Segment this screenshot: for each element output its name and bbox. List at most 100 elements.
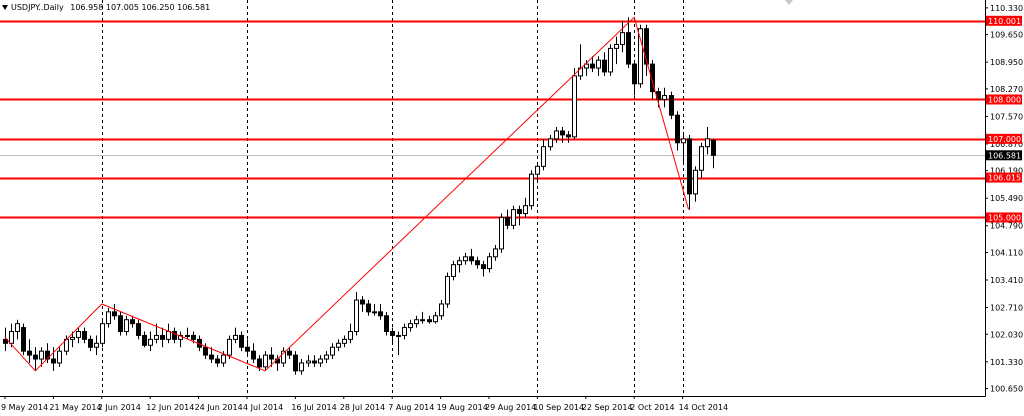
- level-label: 105.000: [988, 213, 1021, 222]
- candle-body: [106, 311, 111, 325]
- candle-body: [330, 346, 335, 356]
- ohlc-readout: 106.958 107.005 106.250 106.581: [70, 3, 211, 12]
- candle-body: [112, 311, 117, 317]
- candle-body: [354, 299, 359, 333]
- candle-body: [191, 334, 196, 340]
- level-label-box: [986, 212, 1022, 223]
- candle-body: [142, 334, 147, 346]
- candle-body: [481, 264, 486, 270]
- shift-marker-icon: [785, 0, 793, 5]
- y-tick-label: 100.650: [990, 385, 1023, 394]
- x-tick-label: 2 Oct 2014: [630, 403, 674, 412]
- candle-body: [433, 315, 438, 323]
- trend-line: [4, 16, 690, 372]
- y-tick-label: 102.710: [990, 304, 1023, 313]
- candle-body: [529, 173, 534, 207]
- x-tick-label: 9 May 2014: [1, 403, 48, 412]
- candle-body: [560, 130, 565, 136]
- candle-body: [596, 59, 601, 69]
- candle-body: [687, 138, 692, 195]
- x-tick-label: 4 Jul 2014: [243, 403, 283, 412]
- candle-body: [414, 319, 419, 325]
- candle-body: [82, 331, 87, 340]
- candle-body: [632, 63, 637, 85]
- candle-body: [378, 311, 383, 317]
- candle-body: [554, 130, 559, 140]
- candle-body: [681, 138, 686, 144]
- x-tick-label: 19 Aug 2014: [437, 403, 488, 412]
- candles-layer: [3, 17, 716, 375]
- y-tick-label: 108.950: [990, 58, 1023, 67]
- candle-body: [469, 256, 474, 262]
- candle-body: [517, 209, 522, 215]
- candle-body: [602, 59, 607, 73]
- x-tick-label: 12 Jun 2014: [146, 403, 194, 412]
- candle-body: [511, 209, 516, 226]
- candle-body: [541, 146, 546, 167]
- candle-body: [578, 67, 583, 77]
- candle-body: [711, 139, 716, 156]
- x-tick-label: 29 Aug 2014: [485, 403, 536, 412]
- candle-body: [505, 216, 510, 226]
- y-tick-label: 105.490: [990, 194, 1023, 203]
- candle-body: [366, 303, 371, 313]
- candle-body: [439, 303, 444, 317]
- candle-body: [148, 338, 153, 346]
- y-tick-label: 106.870: [990, 140, 1023, 149]
- candle-body: [360, 299, 365, 305]
- candle-body: [324, 354, 329, 360]
- candle-body: [427, 319, 432, 323]
- candle-body: [88, 338, 93, 348]
- x-tick-label: 28 Jul 2014: [340, 403, 385, 412]
- candle-body: [650, 63, 655, 93]
- level-label: 108.000: [988, 95, 1021, 104]
- candle-body: [384, 315, 389, 333]
- candle-body: [293, 354, 298, 372]
- candle-body: [166, 331, 171, 340]
- level-label-box: [986, 133, 1022, 144]
- candle-body: [523, 205, 528, 215]
- candle-body: [94, 342, 99, 348]
- candle-body: [239, 334, 244, 348]
- candle-body: [584, 63, 589, 69]
- candle-body: [257, 358, 262, 368]
- candle-body: [396, 334, 401, 337]
- candle-body: [445, 275, 450, 305]
- candle-body: [475, 260, 480, 266]
- candle-body: [203, 346, 208, 356]
- candle-body: [263, 354, 268, 368]
- x-tick-label: 24 Jun 2014: [195, 403, 243, 412]
- candle-body: [70, 336, 75, 340]
- candle-body: [626, 32, 631, 65]
- trend-line-layer: [4, 16, 690, 372]
- candle-body: [215, 358, 220, 364]
- x-tick-label: 16 Jul 2014: [291, 403, 336, 412]
- candle-body: [172, 331, 177, 340]
- level-label: 110.001: [988, 17, 1021, 26]
- candle-body: [221, 354, 226, 364]
- candle-body: [9, 331, 14, 344]
- candle-body: [306, 360, 311, 364]
- level-label-box: [986, 172, 1022, 183]
- candle-body: [299, 362, 304, 372]
- candle-body: [463, 256, 468, 262]
- level-label-box: [986, 15, 1022, 26]
- candle-body: [136, 323, 141, 336]
- level-label: 107.000: [988, 135, 1021, 144]
- level-label-box: [986, 94, 1022, 105]
- candle-body: [160, 334, 165, 340]
- candle-body: [233, 334, 238, 340]
- candle-body: [251, 350, 256, 360]
- dropdown-triangle-icon[interactable]: [2, 5, 8, 10]
- y-tick-label: 110.330: [990, 4, 1023, 13]
- symbol-label: USDJPY..Daily: [11, 3, 64, 12]
- candle-body: [287, 350, 292, 356]
- y-tick-label: 107.570: [990, 112, 1023, 121]
- candle-body: [572, 75, 577, 138]
- y-tick-label: 103.410: [990, 276, 1023, 285]
- candle-body: [51, 358, 56, 364]
- y-tick-label: 101.330: [990, 358, 1023, 367]
- candle-body: [493, 248, 498, 258]
